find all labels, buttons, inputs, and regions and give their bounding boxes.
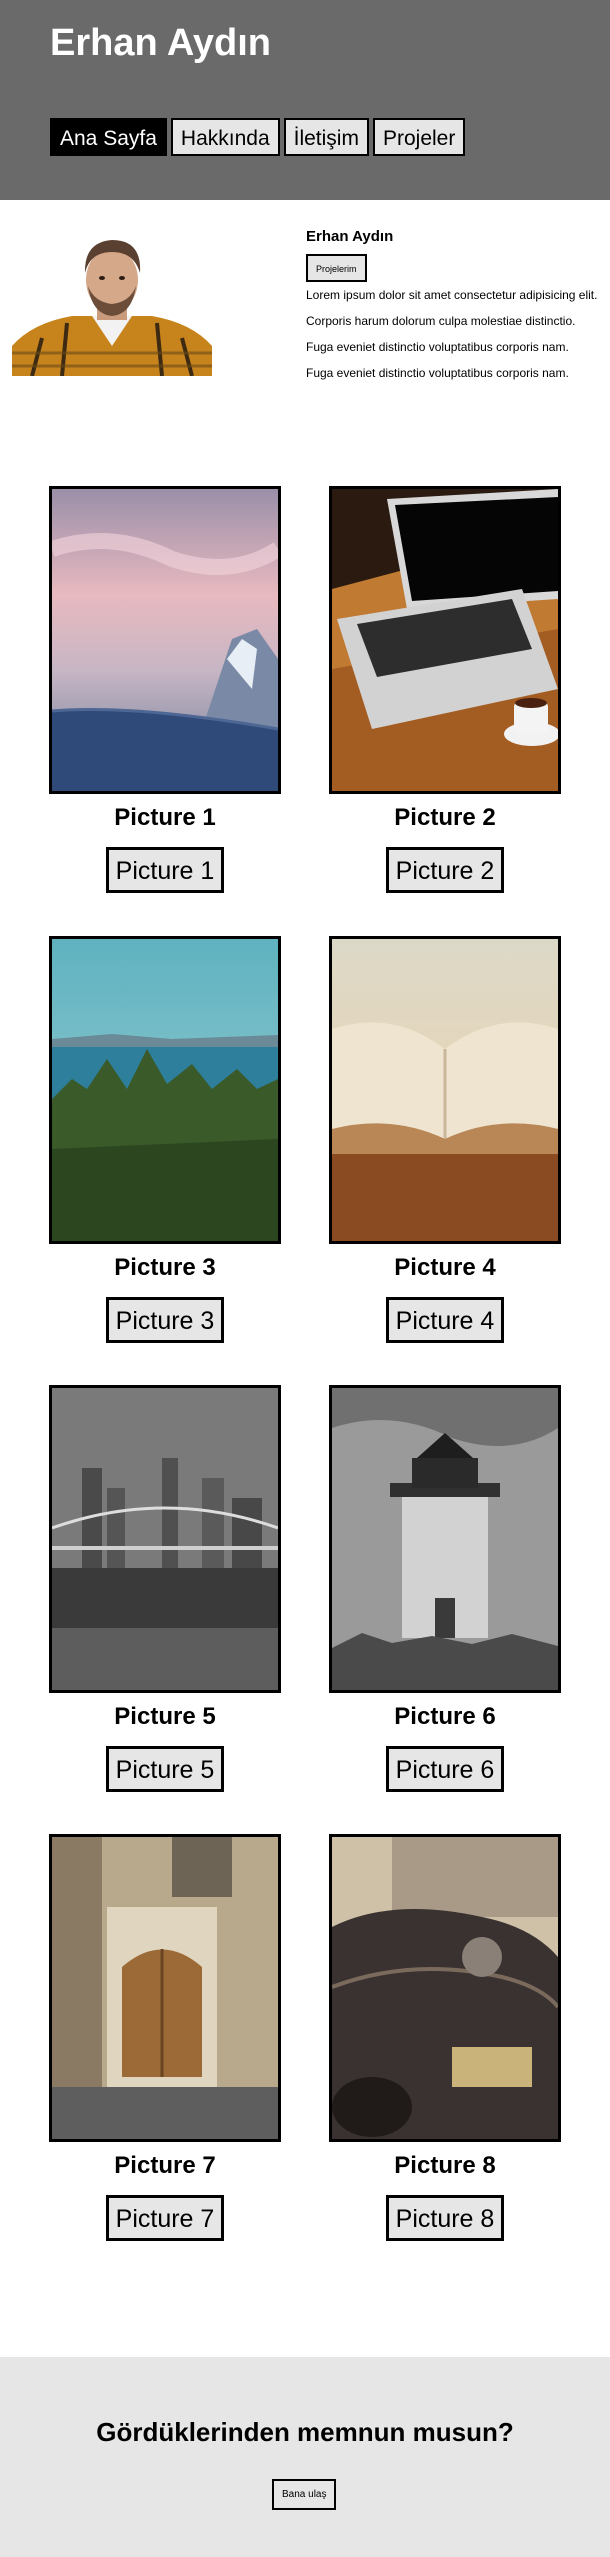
nav-item-iletisim[interactable]: İletişim [283,118,369,156]
picture-button[interactable]: Picture 5 [105,1746,225,1792]
site-header: Erhan Aydın Ana Sayfa Hakkında İletişim … [0,0,610,200]
gallery-card: Picture 1 Picture 1 [49,486,281,893]
footer-title: Gördüklerinden memnun musun? [96,2417,514,2447]
gallery-image-laptop [329,486,561,794]
picture-button[interactable]: Picture 2 [385,847,505,893]
gallery-image-old-door [49,1834,281,2142]
gallery-card: Picture 7 Picture 7 [49,1834,281,2241]
picture-button[interactable]: Picture 4 [385,1297,505,1343]
projects-button[interactable]: Projelerim [306,254,367,282]
profile-text-line: Lorem ipsum dolor sit amet consectetur a… [306,288,598,302]
gallery-caption: Picture 3 [114,1254,216,1281]
gallery-image-vintage-car [329,1834,561,2142]
gallery-caption: Picture 1 [114,804,216,831]
site-footer: Gördüklerinden memnun musun? Bana ulaş [0,2357,610,2557]
profile-info: Erhan Aydın Projelerim Lorem ipsum dolor… [306,228,606,386]
gallery-image-snowy-mountain [49,486,281,794]
contact-me-button[interactable]: Bana ulaş [272,2479,337,2510]
profile-photo [12,228,212,377]
gallery-caption: Picture 6 [394,1703,496,1730]
gallery-caption: Picture 4 [394,1254,496,1281]
site-title: Erhan Aydın [50,22,271,64]
profile-text-line: Fuga eveniet distinctio voluptatibus cor… [306,366,569,380]
picture-button[interactable]: Picture 8 [385,2195,505,2241]
nav-item-hakkinda[interactable]: Hakkında [170,118,280,156]
gallery-card: Picture 8 Picture 8 [329,1834,561,2241]
picture-button[interactable]: Picture 6 [385,1746,505,1792]
gallery-image-open-book [329,936,561,1244]
gallery-caption: Picture 8 [394,2152,496,2179]
nav-item-projeler[interactable]: Projeler [372,118,466,156]
picture-button[interactable]: Picture 3 [105,1297,225,1343]
gallery-card: Picture 6 Picture 6 [329,1385,561,1792]
gallery-image-forest-lake [49,936,281,1244]
picture-button[interactable]: Picture 1 [105,847,225,893]
gallery-image-lighthouse [329,1385,561,1693]
profile-name: Erhan Aydın [306,228,394,245]
gallery-caption: Picture 7 [114,2152,216,2179]
profile-text-line: Fuga eveniet distinctio voluptatibus cor… [306,340,569,354]
gallery-card: Picture 5 Picture 5 [49,1385,281,1792]
gallery-image-city-bridge [49,1385,281,1693]
gallery-card: Picture 2 Picture 2 [329,486,561,893]
nav-item-ana-sayfa[interactable]: Ana Sayfa [50,118,167,156]
profile-text-line: Corporis harum dolorum culpa molestiae d… [306,314,576,328]
gallery-card: Picture 4 Picture 4 [329,936,561,1343]
gallery-caption: Picture 5 [114,1703,216,1730]
gallery-card: Picture 3 Picture 3 [49,936,281,1343]
picture-button[interactable]: Picture 7 [105,2195,225,2241]
gallery-caption: Picture 2 [394,804,496,831]
main-nav: Ana Sayfa Hakkında İletişim Projeler [50,118,466,156]
